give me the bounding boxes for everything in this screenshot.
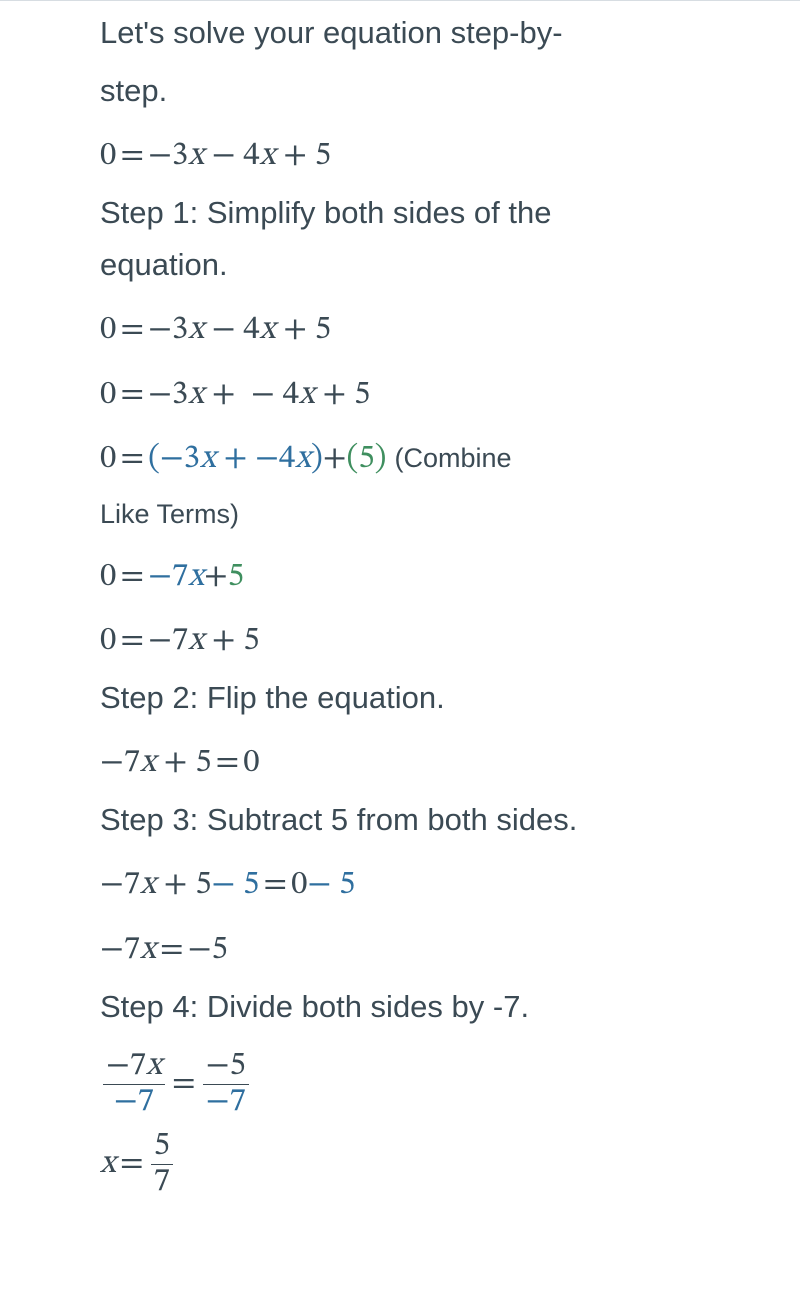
step1-title-b: equation. <box>100 241 700 289</box>
equals-sign: = <box>263 862 287 908</box>
frac-answer-num: 5 <box>151 1129 173 1165</box>
step1-title-a: Step 1: Simplify both sides of the <box>100 189 700 237</box>
combine-group-green: (5) <box>347 436 387 482</box>
step4-title: Step 4: Divide both sides by -7. <box>100 983 700 1031</box>
step3-eq2: −7x = −5 <box>100 927 700 973</box>
rhs-a: 0 <box>291 862 307 908</box>
lhs: 0 <box>100 554 116 600</box>
equals-sign: = <box>120 436 144 482</box>
lhs: −7x + 5 <box>100 740 212 786</box>
equals-sign: = <box>160 927 184 973</box>
lhs: 0 <box>100 307 116 353</box>
combine-group-blue: (−3x + −4x) <box>148 436 323 482</box>
term-green: 5 <box>228 554 244 600</box>
equals-sign: = <box>120 133 144 179</box>
frac-answer-den: 7 <box>151 1165 173 1200</box>
combine-note: (Combine <box>394 440 511 478</box>
rhs: −3x + − 4x + 5 <box>148 372 370 418</box>
plus: + <box>204 554 228 600</box>
step3-title: Step 3: Subtract 5 from both sides. <box>100 796 700 844</box>
frac-left-num: −7x <box>103 1049 165 1085</box>
frac-answer: 5 7 <box>151 1129 173 1199</box>
lhs: −7x <box>100 927 156 973</box>
step4-eq1: −7x −7 = −5 −7 <box>100 1049 700 1119</box>
equals-sign: = <box>172 1061 196 1107</box>
lhs-a: −7x + 5 <box>100 862 212 908</box>
equals-sign: = <box>120 1141 144 1187</box>
equals-sign: = <box>120 372 144 418</box>
top-rule <box>0 0 800 1</box>
frac-right-num: −5 <box>203 1049 249 1085</box>
frac-left: −7x −7 <box>103 1049 165 1119</box>
lhs: 0 <box>100 133 116 179</box>
lhs: 0 <box>100 436 116 482</box>
rhs-b: − 5 <box>308 862 356 908</box>
rhs: 0 <box>243 740 259 786</box>
rhs: −3x − 4x + 5 <box>148 133 331 179</box>
step1-eq3: 0 = (−3x + −4x) + (5) (Combine <box>100 436 700 482</box>
combine-note-cont: Like Terms) <box>100 494 700 536</box>
lhs-b: − 5 <box>212 862 260 908</box>
rhs: −7x + 5 <box>148 618 260 664</box>
equals-sign: = <box>216 740 240 786</box>
original-equation: 0 = −3x − 4x + 5 <box>100 133 700 179</box>
step1-eq1: 0 = −3x − 4x + 5 <box>100 307 700 353</box>
step1-eq5: 0 = −7x + 5 <box>100 618 700 664</box>
rhs: −3x − 4x + 5 <box>148 307 331 353</box>
term-blue: −7x <box>148 554 204 600</box>
intro-line-2: step. <box>100 67 700 115</box>
step2-eq: −7x + 5 = 0 <box>100 740 700 786</box>
equals-sign: = <box>120 307 144 353</box>
equals-sign: = <box>120 554 144 600</box>
frac-right-den: −7 <box>203 1085 249 1120</box>
lhs: 0 <box>100 618 116 664</box>
rhs: −5 <box>188 927 228 973</box>
step4-eq2: x = 5 7 <box>100 1129 700 1199</box>
step1-eq2: 0 = −3x + − 4x + 5 <box>100 372 700 418</box>
frac-right: −5 −7 <box>203 1049 249 1119</box>
plus: + <box>323 436 347 482</box>
step2-title: Step 2: Flip the equation. <box>100 674 700 722</box>
frac-left-den: −7 <box>111 1085 157 1120</box>
intro-line-1: Let's solve your equation step-by- <box>100 9 700 57</box>
equals-sign: = <box>120 618 144 664</box>
lhs: 0 <box>100 372 116 418</box>
lhs: x <box>100 1141 116 1187</box>
step1-eq4: 0 = −7x + 5 <box>100 554 700 600</box>
step3-eq1: −7x + 5 − 5 = 0 − 5 <box>100 862 700 908</box>
